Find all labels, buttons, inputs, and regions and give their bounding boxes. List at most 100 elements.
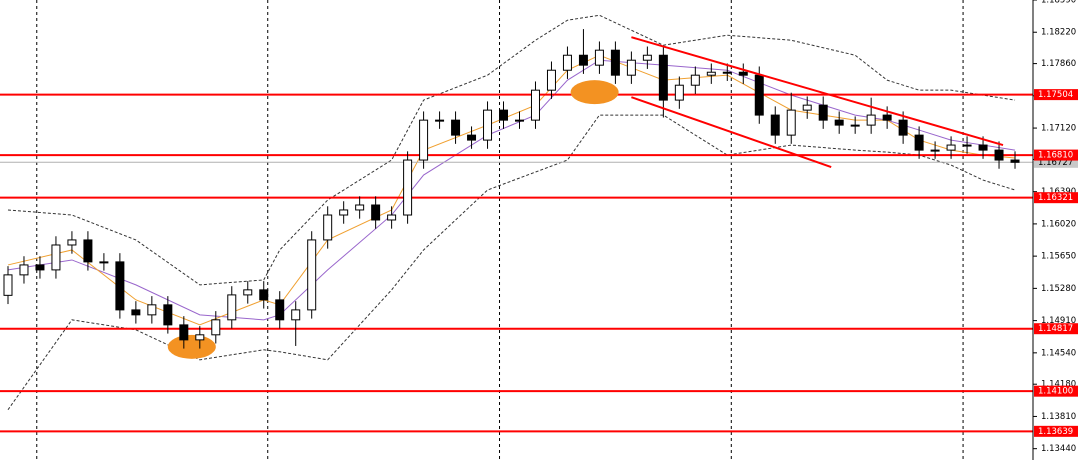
candle-body	[163, 304, 173, 326]
candle-body	[850, 124, 860, 127]
level-label: 1.14100	[1038, 387, 1073, 397]
price-axis-bg	[1033, 0, 1080, 460]
candle-body	[179, 324, 189, 341]
level-tag	[1034, 425, 1078, 437]
level-tag	[1034, 385, 1078, 397]
level-tag	[1034, 89, 1078, 101]
highlight	[570, 80, 619, 105]
y-tick-label: 1.15280	[1041, 284, 1076, 294]
candle-body	[754, 74, 764, 116]
candle-body	[195, 334, 205, 341]
candle-body	[131, 309, 141, 316]
candle-body	[115, 261, 125, 311]
candle-body	[499, 109, 509, 121]
candle-body	[962, 144, 972, 147]
candle-body	[786, 109, 796, 136]
candle-body	[578, 54, 588, 66]
candle-body	[914, 134, 924, 151]
y-tick-label: 1.13810	[1041, 412, 1076, 422]
candle-body	[227, 294, 237, 321]
candle-body	[387, 214, 397, 221]
candle-body	[898, 119, 908, 136]
trendline	[631, 96, 832, 168]
candle-body	[19, 264, 29, 276]
candle-body	[1010, 159, 1020, 163]
candle-body	[770, 114, 780, 136]
y-tick-label: 1.17860	[1041, 59, 1076, 69]
indicator-line	[7, 114, 1016, 411]
candle-body	[674, 84, 684, 101]
y-tick-label: 1.18220	[1041, 28, 1076, 38]
candle-body	[355, 204, 365, 211]
candle-body	[3, 274, 13, 296]
candle-body	[211, 319, 221, 336]
level-label: 1.13639	[1038, 427, 1073, 437]
candle-body	[882, 114, 892, 121]
candle-body	[147, 304, 157, 316]
y-tick-label: 1.14910	[1041, 316, 1076, 326]
candle-body	[307, 239, 317, 311]
indicator-line	[7, 14, 1016, 286]
candle-body	[994, 149, 1004, 161]
candle-body	[291, 309, 301, 321]
y-tick-label: 1.15650	[1041, 252, 1076, 262]
candle-body	[626, 59, 636, 76]
candle-body	[594, 49, 604, 66]
y-tick-label: 1.16020	[1041, 219, 1076, 229]
candle-body	[451, 119, 461, 136]
level-tag	[1034, 323, 1078, 335]
candle-body	[946, 144, 956, 151]
candle-body	[562, 54, 572, 71]
candle-body	[419, 119, 429, 161]
candle-body	[467, 134, 477, 141]
candle-body	[818, 104, 828, 121]
candle-body	[690, 74, 700, 86]
candle-body	[722, 71, 732, 74]
level-tag	[1034, 192, 1078, 204]
candle-body	[371, 204, 381, 221]
candle-body	[515, 119, 524, 122]
candle-body	[35, 264, 45, 271]
candle-body	[802, 104, 812, 111]
candle-body	[243, 289, 253, 296]
y-tick-label: 1.13440	[1041, 444, 1076, 454]
level-label: 1.16321	[1038, 193, 1073, 203]
y-tick-label: 1.14180	[1041, 380, 1076, 390]
level-label: 1.17504	[1038, 90, 1073, 100]
candle-body	[339, 209, 349, 216]
candle-body	[530, 89, 540, 121]
candle-body	[259, 289, 269, 301]
candle-body	[706, 71, 716, 76]
level-label: 1.16810	[1038, 151, 1073, 161]
y-tick-label: 1.17120	[1041, 124, 1076, 134]
candle-body	[51, 244, 61, 271]
candle-body	[483, 109, 493, 141]
trendline	[631, 36, 1004, 147]
candle-body	[930, 149, 940, 152]
candle-body	[99, 261, 109, 264]
candle-body	[67, 239, 77, 246]
y-tick-label: 1.14540	[1041, 348, 1076, 358]
candle-body	[435, 119, 445, 122]
candle-body	[866, 114, 876, 126]
highlight	[167, 334, 216, 359]
candle-body	[658, 54, 668, 101]
candle-body	[403, 159, 413, 216]
level-tag	[1034, 149, 1078, 161]
current-price-tag	[1034, 156, 1078, 168]
candle-body	[275, 299, 285, 321]
candle-body	[978, 144, 988, 151]
current-price-label: 1.16727	[1038, 158, 1073, 168]
y-tick-label: 1.16390	[1041, 187, 1076, 197]
candle-body	[546, 69, 556, 91]
level-label: 1.14817	[1038, 324, 1073, 334]
candle-body	[83, 239, 93, 263]
candle-body	[642, 54, 652, 61]
candle-body	[738, 71, 748, 76]
candle-body	[834, 119, 844, 126]
candle-body	[610, 49, 620, 76]
candle-body	[323, 214, 333, 241]
y-tick-label: 1.18590	[1041, 0, 1076, 6]
